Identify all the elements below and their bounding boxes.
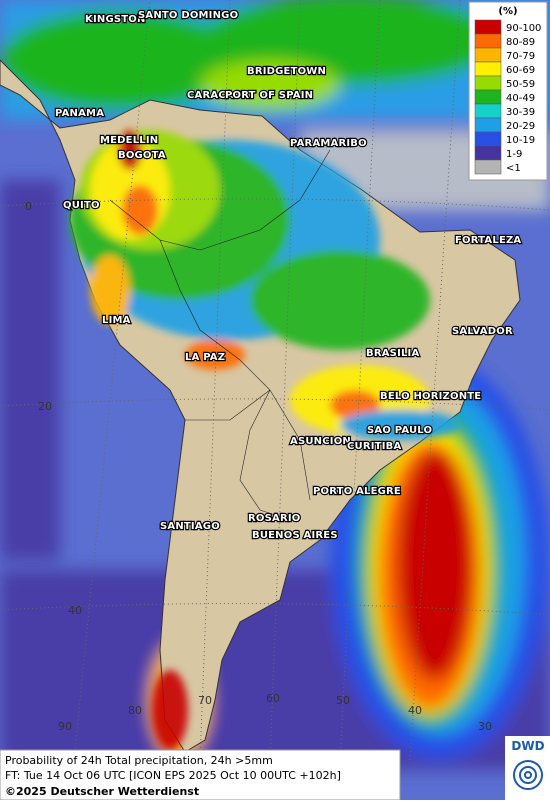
legend-label: 90-100 (506, 23, 541, 34)
city-label: CARACAS (187, 90, 241, 101)
legend-swatch (474, 75, 502, 91)
city-label: BELO HORIZONTE (380, 391, 481, 402)
city-label: CURITIBA (347, 441, 401, 452)
city-label: PANAMA (55, 108, 104, 119)
city-label: ROSARIO (248, 513, 300, 524)
city-label: SAO PAULO (367, 425, 432, 436)
city-label: PORT OF SPAIN (225, 90, 313, 101)
logo-swirl (513, 760, 543, 790)
city-label: QUITO (63, 200, 100, 211)
city-label: SALVADOR (452, 326, 513, 337)
legend-title: (%) (498, 6, 517, 17)
legend-swatch (474, 117, 502, 133)
legend-label: 50-59 (506, 79, 535, 90)
city-label: FORTALEZA (455, 235, 521, 246)
legend-swatch (474, 103, 502, 119)
city-label: PORTO ALEGRE (313, 486, 401, 497)
city-label: LIMA (102, 315, 131, 326)
city-label: BRASILIA (366, 348, 419, 359)
ocean-precip (0, 0, 550, 770)
footer-text: Probability of 24h Total precipitation, … (5, 754, 273, 767)
legend-label: 80-89 (506, 37, 535, 48)
legend-swatch (474, 61, 502, 77)
latitude-label: 40 (68, 604, 82, 617)
legend-swatch (474, 89, 502, 105)
city-label: BRIDGETOWN (247, 66, 326, 77)
footer-text: ©2025 Deutscher Wetterdienst (5, 785, 199, 798)
legend-swatch (474, 145, 502, 161)
longitude-label: 60 (266, 692, 280, 705)
longitude-label: 50 (336, 694, 350, 707)
city-label: MEDELLIN (100, 135, 158, 146)
longitude-label: 70 (198, 694, 212, 707)
city-label: PARAMARIBO (290, 138, 367, 149)
longitude-label: 90 (58, 720, 72, 733)
logo-text: DWD (511, 739, 544, 753)
legend-label: 70-79 (506, 51, 535, 62)
legend-swatch (474, 33, 502, 49)
city-label: ASUNCION (290, 436, 351, 447)
latitude-label: 0 (25, 200, 32, 213)
city-label: SANTIAGO (160, 521, 220, 532)
footer-text: FT: Tue 14 Oct 06 UTC [ICON EPS 2025 Oct… (5, 769, 341, 782)
latitude-label: 20 (38, 400, 52, 413)
city-label: LA PAZ (185, 352, 225, 363)
legend-label: 10-19 (506, 135, 535, 146)
city-label: BUENOS AIRES (252, 530, 338, 541)
city-label: SANTO DOMINGO (138, 10, 238, 21)
footer-box (0, 749, 401, 801)
longitude-label: 80 (128, 704, 142, 717)
legend-label: 1-9 (506, 149, 522, 160)
legend-label: <1 (506, 163, 521, 174)
city-label: BOGOTA (118, 150, 166, 161)
borders (109, 149, 331, 521)
longitude-label: 30 (478, 720, 492, 733)
legend-swatch (474, 47, 502, 63)
city-label: KINGSTON (85, 14, 146, 25)
legend-swatch (474, 131, 502, 147)
legend-swatch (474, 159, 502, 175)
longitude-label: 40 (408, 704, 422, 717)
legend-label: 30-39 (506, 107, 535, 118)
legend-label: 20-29 (506, 121, 535, 132)
legend: 90-100 80-89 70-79 60-69 50-59 40-49 30-39 20-2… (474, 19, 541, 175)
legend-label: 40-49 (506, 93, 535, 104)
legend-label: 60-69 (506, 65, 535, 76)
legend-swatch (474, 19, 502, 35)
land-precip (70, 130, 460, 750)
